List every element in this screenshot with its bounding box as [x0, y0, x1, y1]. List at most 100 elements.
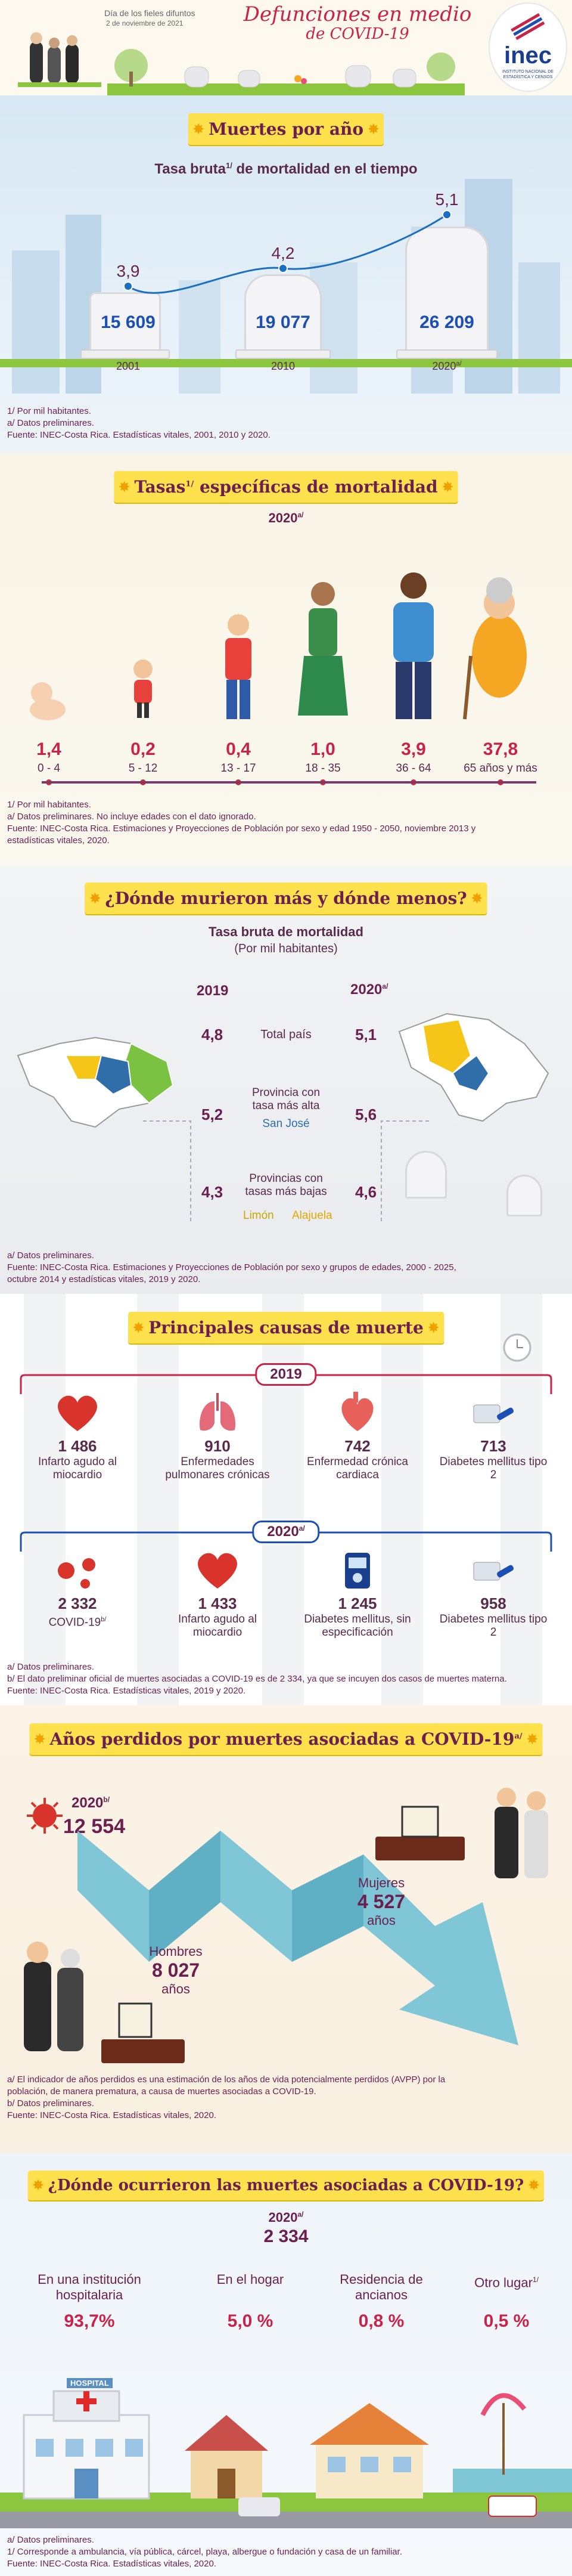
columns-background — [24, 1294, 542, 1705]
rate-value-label: 4,2 — [272, 244, 295, 262]
note-line: Fuente: INEC-Costa Rica. Estadísticas vi… — [7, 430, 271, 440]
section6-notes: a/ Datos preliminares. 1/ Corresponde a … — [7, 2534, 402, 2570]
note-line: 1/ Corresponde a ambulancia, vía pública… — [7, 2547, 402, 2557]
age-range: 13 - 17 — [220, 762, 256, 775]
cemetery-illustration — [107, 36, 465, 95]
cause-count: 1 486 — [58, 1437, 97, 1455]
place-label: Otro lugar1/ — [474, 2275, 539, 2290]
chart-title-rest: de mortalidad en el tiempo — [232, 161, 418, 177]
section1-banner: Muertes por año — [188, 113, 384, 145]
cause-label: Enfermedades pulmonares crónicas — [165, 1456, 270, 1481]
age-range: 5 - 12 — [128, 762, 158, 775]
note-line: Fuente: INEC-Costa Rica. Estimaciones y … — [7, 1262, 456, 1272]
age-range: 18 - 35 — [305, 762, 341, 775]
section3-subtitle2: (Por mil habitantes) — [234, 942, 338, 955]
tombstone-2010 — [244, 274, 322, 352]
year-sup: a/ — [297, 2210, 304, 2219]
note-line: Fuente: INEC-Costa Rica. Estadísticas vi… — [7, 1686, 246, 1696]
insulin-pen-icon — [437, 1547, 550, 1594]
total-2020: 5,1 — [355, 1026, 377, 1044]
cause-count: 1 433 — [198, 1594, 237, 1612]
inec-logo-mark — [511, 13, 545, 41]
section-where-covid-deaths: ¿Dónde ocurrieron las muertes asociadas … — [0, 2153, 572, 2576]
men-number: 8 027 — [151, 1959, 200, 1981]
heart-icon — [161, 1547, 274, 1594]
header-title: Defunciones en medio de COVID-19 — [238, 2, 477, 43]
women-unit: años — [367, 1913, 396, 1928]
note-line: Fuente: INEC-Costa Rica. Estadísticas vi… — [7, 2110, 216, 2120]
note-line: Fuente: INEC-Costa Rica. Estadísticas vi… — [7, 2559, 216, 2569]
age-rate: 37,8 — [483, 739, 518, 759]
banner-text: Tasas — [134, 477, 186, 497]
logo-subtext: INSTITUTO NACIONAL DE ESTADÍSTICA Y CENS… — [502, 70, 554, 79]
header-date: 2 de noviembre de 2021 — [106, 19, 184, 27]
women-illustration — [375, 1788, 548, 1878]
year-2020: 2020a/ — [350, 982, 388, 998]
section5-banner: Años perdidos por muertes asociadas a CO… — [29, 1723, 543, 1755]
year-label: 2020 — [268, 2210, 298, 2225]
age-rate: 3,9 — [401, 739, 426, 759]
cause-label: Enfermedad crónica cardiaca — [306, 1456, 409, 1481]
lowest-province-alajuela: Alajuela — [292, 1209, 332, 1222]
note-line: a/ Datos preliminares. No incluye edades… — [7, 812, 256, 822]
year-tick-label: 2001 — [116, 360, 140, 372]
title-line2: de COVID-19 — [306, 25, 409, 43]
tombstone-2001 — [89, 292, 161, 352]
virus-icon — [21, 1547, 134, 1594]
cause-item: 910 Enfermedades pulmonares crónicas — [161, 1389, 274, 1482]
women-block: Mujeres 4 527 años — [343, 1875, 420, 1928]
inec-logo: inec INSTITUTO NACIONAL DE ESTADÍSTICA Y… — [489, 2, 567, 92]
place-percent: 0,8 % — [358, 2311, 405, 2331]
tomb-base-2001 — [80, 349, 170, 359]
deaths-label: 26 209 — [419, 312, 474, 332]
header-occasion: Día de los fieles difuntos — [104, 8, 195, 18]
section2-notes: 1/ Por mil habitantes. a/ Datos prelimin… — [7, 799, 475, 847]
section3-banner: ¿Dónde murieron más y dónde menos? — [85, 883, 487, 914]
section4-banner: Principales causas de muerte — [128, 1312, 444, 1343]
note-line: a/ El indicador de años perdidos es una … — [7, 2075, 446, 2085]
rate-point — [442, 210, 452, 219]
section-where-more-less: ¿Dónde murieron más y dónde menos? Tasa … — [0, 865, 572, 1294]
year-tick-sup: a/ — [456, 360, 462, 367]
cause-label: Diabetes mellitus, sin especificación — [304, 1613, 411, 1639]
virus-icon — [27, 1798, 63, 1834]
men-label: Hombres — [149, 1944, 203, 1959]
lowest-province-limon: Limón — [243, 1209, 274, 1222]
cause-count: 742 — [344, 1437, 371, 1455]
cause-count: 958 — [480, 1594, 506, 1612]
place-item: Residencia de ancianos 0,8 % — [316, 2272, 447, 2332]
tombstone-2020 — [405, 227, 489, 352]
place-item: En el hogar 5,0 % — [185, 2272, 316, 2332]
chart-title: Tasa bruta1/ de mortalidad en el tiempo — [0, 161, 572, 178]
place-label: En el hogar — [216, 2272, 284, 2287]
place-item: En una institución hospitalaria 93,7% — [24, 2272, 155, 2332]
note-line: b/ Datos preliminares. — [7, 2098, 94, 2109]
section2-banner: Tasas1/ específicas de mortalidad — [114, 471, 458, 503]
lowest-label: Provincias con tasas más bajas — [245, 1172, 327, 1198]
cause-count: 1 245 — [338, 1594, 377, 1612]
year-sup: a/ — [297, 510, 304, 519]
glucose-meter-icon — [437, 1389, 550, 1437]
note-line: Fuente: INEC-Costa Rica. Estimaciones y … — [7, 823, 476, 834]
cause-label: COVID-19b/ — [48, 1616, 107, 1629]
section2-year: 2020a/ — [0, 510, 572, 526]
note-line: octubre 2014 y estadísticas vitales, 201… — [7, 1274, 201, 1284]
age-axis-line — [42, 781, 536, 784]
place-label: En una institución hospitalaria — [38, 2272, 141, 2302]
age-rate: 1,0 — [310, 739, 335, 759]
note-line: a/ Datos preliminares. — [7, 1250, 94, 1261]
tomb-base-2020 — [396, 349, 498, 359]
cause-item: 1 433 Infarto agudo al miocardio — [161, 1547, 274, 1639]
cause-count: 2 332 — [58, 1594, 97, 1612]
section6-year: 2020a/ — [0, 2210, 572, 2225]
section-specific-rates: Tasas1/ específicas de mortalidad 2020a/… — [0, 453, 572, 865]
years-lost-total: 12 554 — [63, 1815, 125, 1838]
cause-item: 742 Enfermedad crónica cardiaca — [301, 1389, 414, 1482]
place-percent: 93,7% — [64, 2311, 115, 2331]
banner-text: Años perdidos por muertes asociadas a CO… — [49, 1729, 515, 1749]
year-label: 2020 — [72, 1795, 104, 1811]
section-years-lost: Años perdidos por muertes asociadas a CO… — [0, 1705, 572, 2153]
section-main-causes: Principales causas de muerte 2019 1 486I… — [0, 1294, 572, 1705]
year-tick-label: 2010 — [271, 360, 295, 372]
women-number: 4 527 — [357, 1891, 406, 1912]
